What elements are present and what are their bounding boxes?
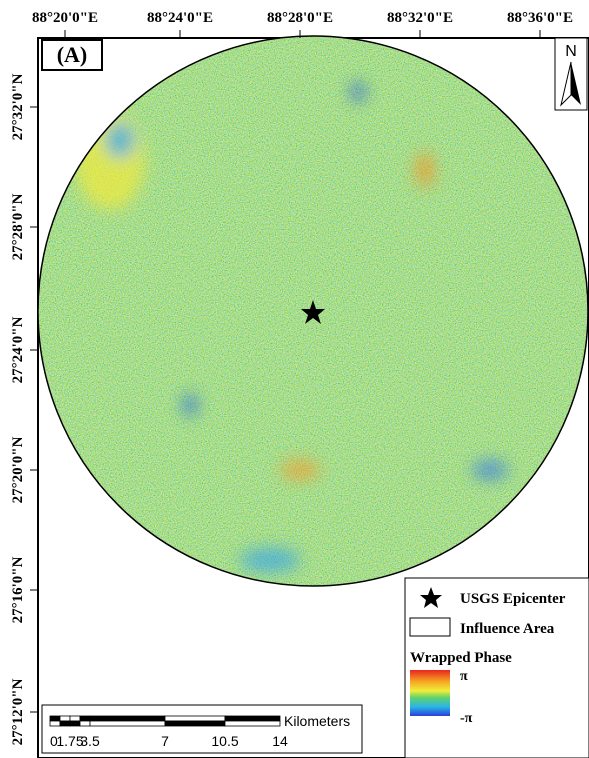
scale-segment (89, 720, 166, 727)
scale-label: 14 (272, 733, 288, 749)
legend-area: Influence Area (460, 621, 555, 637)
scale-label: 10.5 (211, 733, 238, 749)
scale-segment (49, 715, 61, 722)
scale-bar: Kilometers 01.753.5 7 10.5 14 (41, 704, 363, 754)
legend-epicenter: USGS Epicenter (460, 591, 566, 607)
scale-label: 1.75 (56, 733, 83, 749)
scale-segment (79, 715, 91, 722)
scale-segment (59, 720, 71, 727)
panel-label: (A) (57, 42, 88, 67)
phase-colorbar (410, 670, 450, 716)
scale-label: 3.5 (80, 733, 100, 749)
scale-segment (69, 715, 81, 722)
latitude-label: 27°12'0"N (10, 678, 26, 745)
latitude-label: 27°20'0"N (10, 436, 26, 503)
scale-segment (59, 715, 71, 722)
scale-segment (164, 720, 226, 727)
legend-box (404, 577, 589, 758)
scale-unit: Kilometers (284, 713, 350, 729)
longitude-label: 88°20'0"E (32, 10, 98, 26)
longitude-label: 88°28'0"E (267, 10, 333, 26)
scale-segment (164, 715, 226, 722)
legend-title: Wrapped Phase (410, 650, 512, 666)
scale-segment (49, 720, 61, 727)
panel-box (41, 39, 103, 71)
phase-max: π (460, 669, 468, 684)
scale-segment (79, 720, 91, 727)
latitude-label: 27°16'0"N (10, 556, 26, 623)
latitude-label: 27°32'0"N (10, 73, 26, 140)
scale-box (41, 704, 363, 754)
north-arrow (571, 62, 581, 105)
legend-star (420, 587, 442, 608)
legend: USGS Epicenter Influence Area Wrapped Ph… (404, 577, 589, 758)
north-label: N (565, 43, 577, 60)
scale-segment (224, 720, 281, 727)
legend-area-swatch (409, 617, 451, 637)
scale-segment (224, 715, 281, 722)
latitude-label: 27°24'0"N (10, 316, 26, 383)
longitude-label: 88°36'0"E (507, 10, 573, 26)
scale-segment (89, 715, 166, 722)
phase-min: -π (460, 711, 473, 726)
scale-label: 0 (50, 733, 58, 749)
scale-segment (69, 720, 81, 727)
epicenter-star (301, 300, 325, 324)
scale-label: 7 (161, 733, 169, 749)
longitude-label: 88°24'0"E (147, 10, 213, 26)
latitude-label: 27°28'0"N (10, 193, 26, 260)
influence-area (37, 35, 589, 587)
longitude-label: 88°32'0"E (387, 10, 453, 26)
